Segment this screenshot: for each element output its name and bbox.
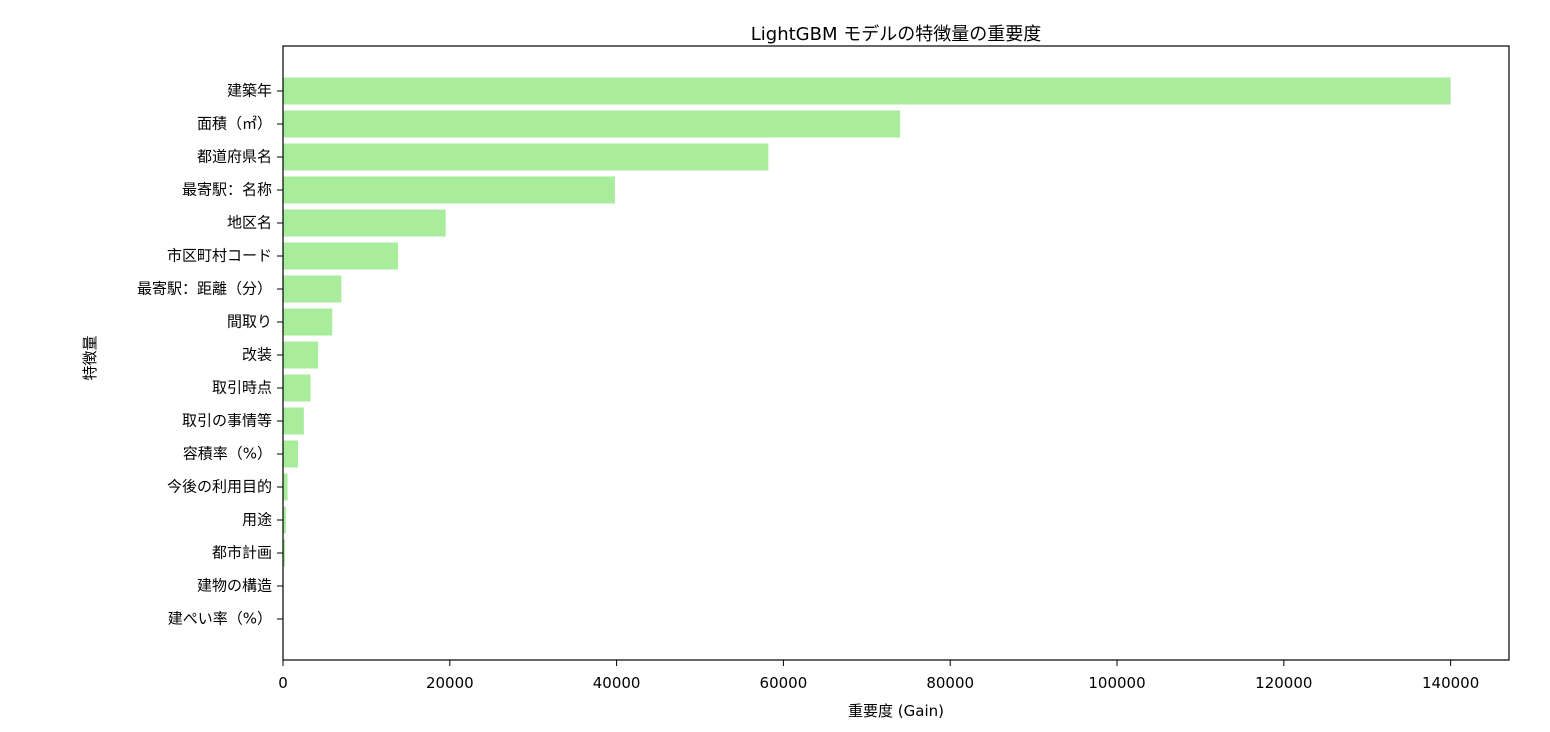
y-tick-label: 最寄駅：距離（分） xyxy=(137,280,272,298)
x-tick-label: 120000 xyxy=(1255,674,1312,692)
bar-1 xyxy=(283,110,901,138)
y-tick-label: 今後の利用目的 xyxy=(167,478,272,496)
y-tick-label: 地区名 xyxy=(227,214,272,232)
y-tick-label: 最寄駅：名称 xyxy=(182,181,272,199)
y-tick-label: 建ぺい率（%） xyxy=(168,610,272,628)
y-tick-label: 建築年 xyxy=(227,82,272,100)
y-tick-label: 面積（㎡） xyxy=(197,115,272,133)
bar-7 xyxy=(283,308,333,336)
x-tick-label: 60000 xyxy=(760,674,808,692)
x-tick-label: 80000 xyxy=(926,674,974,692)
bar-13 xyxy=(283,506,286,534)
bar-4 xyxy=(283,209,446,237)
x-tick-label: 0 xyxy=(278,674,288,692)
x-tick-label: 100000 xyxy=(1088,674,1145,692)
x-axis-ticks: 0 20000 40000 60000 80000 100000 120000 140000 xyxy=(278,660,1479,692)
bar-5 xyxy=(283,242,399,270)
x-axis-title: 重要度 (Gain) xyxy=(848,702,944,720)
y-tick-label: 用途 xyxy=(242,511,272,529)
x-tick-label: 20000 xyxy=(426,674,474,692)
bars-group xyxy=(283,77,1451,633)
y-tick-label: 都市計画 xyxy=(212,544,272,562)
y-tick-label: 取引時点 xyxy=(212,379,272,397)
y-tick-label: 建物の構造 xyxy=(197,577,272,595)
y-tick-label: 取引の事情等 xyxy=(182,412,272,430)
bar-8 xyxy=(283,341,319,369)
plot-frame xyxy=(282,45,1510,661)
bar-2 xyxy=(283,143,769,171)
y-tick-label: 都道府県名 xyxy=(197,148,272,166)
x-tick-label: 140000 xyxy=(1422,674,1479,692)
bar-14 xyxy=(283,539,286,567)
bar-3 xyxy=(283,176,615,204)
bar-10 xyxy=(283,407,304,435)
bar-9 xyxy=(283,374,311,402)
y-axis-title: 特徴量 xyxy=(81,335,99,380)
bar-11 xyxy=(283,440,299,468)
bar-12 xyxy=(283,473,288,501)
y-tick-label: 間取り xyxy=(227,313,272,331)
chart-title: LightGBM モデルの特徴量の重要度 xyxy=(751,24,1041,45)
y-tick-label: 容積率（%） xyxy=(183,445,272,463)
y-tick-label: 市区町村コード xyxy=(167,247,272,265)
bar-6 xyxy=(283,275,342,303)
y-tick-label: 改装 xyxy=(242,346,272,364)
bar-0 xyxy=(283,77,1451,105)
x-tick-label: 40000 xyxy=(593,674,641,692)
